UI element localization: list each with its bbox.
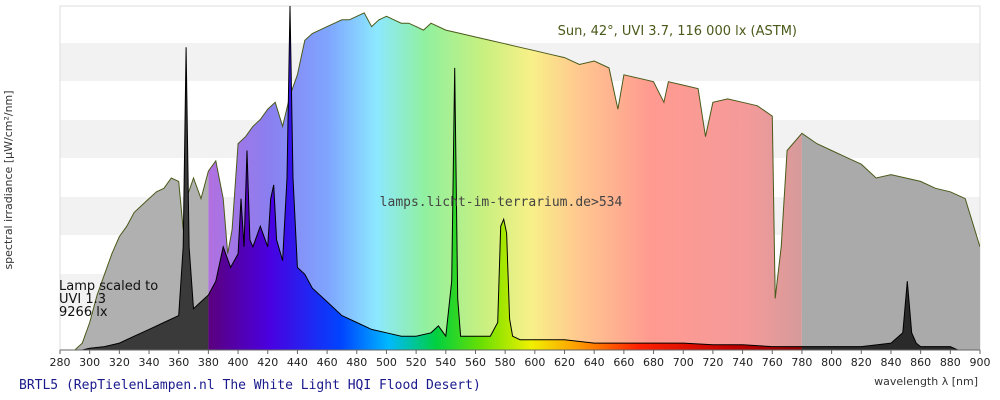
x-tick-label: 720 [702,356,723,369]
sun-annotation: Sun, 42°, UVI 3.7, 116 000 lx (ASTM) [558,24,797,39]
x-tick-label: 480 [346,356,367,369]
x-tick-label: 620 [554,356,575,369]
x-tick-label: 420 [257,356,278,369]
plot-area [74,6,980,350]
x-tick-label: 800 [821,356,842,369]
x-tick-label: 860 [910,356,931,369]
x-tick-label: 880 [940,356,961,369]
sun-ir-fill [801,133,980,350]
lamp-spectrum-area [82,6,958,350]
x-tick-label: 500 [376,356,397,369]
lamp-uv-fill [82,47,209,350]
lamp-label-line-1: Lamp scaled to [59,279,158,294]
x-tick-label: 660 [613,356,634,369]
x-tick-label: 300 [79,356,100,369]
lamp-label-line-3: 9266 lx [59,305,108,320]
x-tick-label: 280 [50,356,71,369]
x-tick-label: 640 [584,356,605,369]
x-tick-label: 560 [465,356,486,369]
spectrum-title: BRTL5 (RepTielenLampen.nl The White Ligh… [19,378,481,393]
y-axis-title: spectral irradiance [µW/cm²/nm] [2,90,15,269]
x-tick-label: 840 [880,356,901,369]
x-tick-label: 780 [791,356,812,369]
x-tick-label: 580 [495,356,516,369]
x-axis-title: wavelength λ [nm] [874,375,978,388]
x-tick-label: 820 [851,356,872,369]
x-tick-label: 340 [139,356,160,369]
x-tick-label: 700 [673,356,694,369]
x-tick-label: 360 [168,356,189,369]
x-tick-label: 740 [732,356,753,369]
x-axis: 280 300 320 340 360 380 400 420 440 460 480 500 520 5… [50,349,991,369]
x-tick-label: 440 [287,356,308,369]
x-tick-label: 400 [228,356,249,369]
x-tick-label: 540 [435,356,456,369]
lamp-label-line-2: UVI 1.3 [59,292,106,307]
x-tick-label: 380 [198,356,219,369]
sun-uv-fill [74,171,209,350]
x-tick-label: 760 [762,356,783,369]
lamp-visible-fill [208,6,802,350]
watermark-text: lamps.licht-im-terrarium.de>534 [380,195,623,210]
x-tick-label: 460 [317,356,338,369]
lamp-spectrum-line [82,6,958,350]
x-tick-label: 520 [406,356,427,369]
x-tick-label: 320 [109,356,130,369]
x-tick-label: 600 [524,356,545,369]
x-tick-label: 680 [643,356,664,369]
sun-spectrum-area [74,12,980,350]
x-tick-label: 900 [970,356,991,369]
sun-visible-fill [208,12,802,350]
